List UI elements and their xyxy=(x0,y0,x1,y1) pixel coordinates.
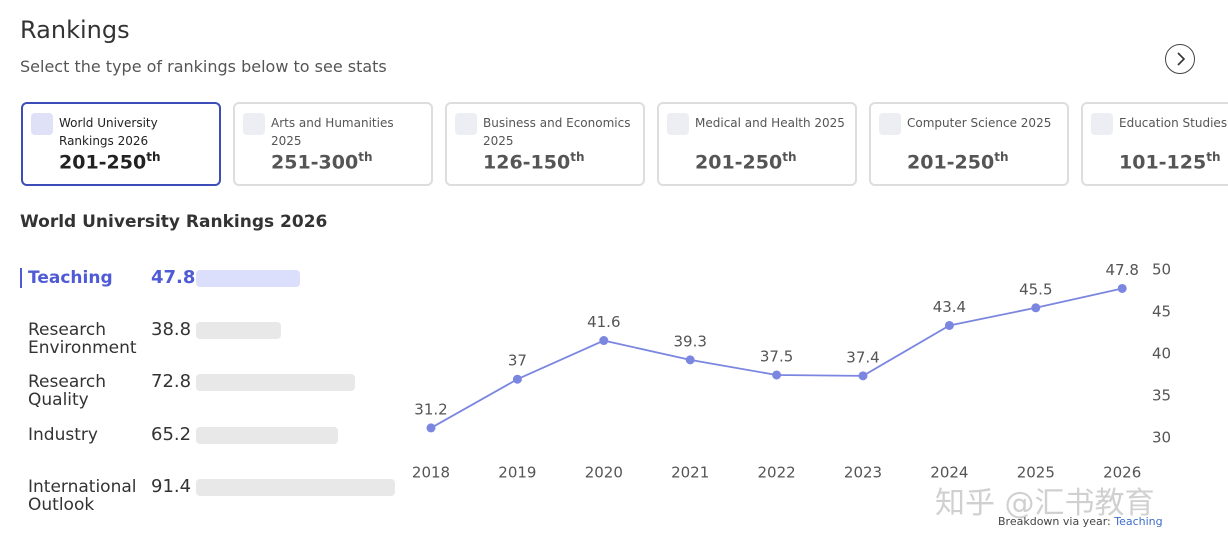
value-label: 31.2 xyxy=(414,400,447,418)
value-label: 41.6 xyxy=(587,313,620,331)
rank: 201-250 xyxy=(695,151,783,174)
card-icon xyxy=(1091,113,1113,135)
pillar-value: 38.8 xyxy=(151,319,192,340)
y-tick-label: 30 xyxy=(1152,429,1171,447)
card-icon xyxy=(667,113,689,135)
point xyxy=(512,374,522,384)
value-label: 43.4 xyxy=(933,298,966,316)
rank: 101-125 xyxy=(1119,151,1207,174)
y-tick-label: 35 xyxy=(1152,387,1171,405)
next-button[interactable] xyxy=(1165,44,1195,74)
pillar-name[interactable]: Research Quality xyxy=(28,372,106,410)
subtitle: Select the type of rankings below to see… xyxy=(20,57,387,76)
footer: Breakdown via year: Teaching xyxy=(998,515,1163,528)
card-rank: 201-250th xyxy=(59,150,161,173)
pillar-bar xyxy=(196,322,281,339)
x-tick-label: 2018 xyxy=(412,464,450,482)
value-label: 47.8 xyxy=(1105,261,1138,279)
pillar-value: 91.4 xyxy=(151,476,192,497)
card-rank: 201-250th xyxy=(907,150,1009,173)
rank: 201-250 xyxy=(59,151,147,174)
chevron xyxy=(1177,52,1186,66)
card-rank: 101-125th xyxy=(1119,150,1221,173)
rank-suffix: th xyxy=(1206,150,1221,164)
selected-indicator xyxy=(20,268,22,288)
card-label: Business and Economics 2025 xyxy=(483,116,631,148)
value-label: 37.4 xyxy=(846,348,879,366)
value-label: 37 xyxy=(508,352,527,370)
ranking-card[interactable]: Medical and Health 2025 201-250th xyxy=(657,102,857,186)
ranking-card[interactable]: World University Rankings 2026 201-250th xyxy=(21,102,221,186)
pillar-bar xyxy=(196,427,339,444)
pillar-name[interactable]: Research Environment xyxy=(28,320,137,358)
card-rank: 201-250th xyxy=(695,150,797,173)
rank-suffix: th xyxy=(994,150,1009,164)
section-title: World University Rankings 2026 xyxy=(20,212,328,232)
pillar-name[interactable]: International Outlook xyxy=(28,477,137,515)
x-tick-label: 2024 xyxy=(930,464,968,482)
rank-suffix: th xyxy=(570,150,585,164)
point xyxy=(772,370,782,380)
point xyxy=(1031,303,1041,313)
x-tick-label: 2020 xyxy=(585,464,623,482)
x-tick-label: 2021 xyxy=(671,464,709,482)
point xyxy=(944,320,954,330)
card-label: Education Studies 2025 xyxy=(1119,116,1228,130)
pillar-name[interactable]: Teaching xyxy=(28,268,113,288)
card-label: Arts and Humanities 2025 xyxy=(271,116,394,148)
point xyxy=(599,336,609,346)
card-icon xyxy=(31,113,53,135)
rank: 201-250 xyxy=(907,151,995,174)
card-icon xyxy=(243,113,265,135)
breakdown-link[interactable]: Teaching xyxy=(1114,515,1163,528)
rank: 251-300 xyxy=(271,151,359,174)
pillar-value: 72.8 xyxy=(151,371,192,392)
x-tick-label: 2023 xyxy=(844,464,882,482)
x-tick-label: 2022 xyxy=(758,464,796,482)
rank-suffix: th xyxy=(358,150,373,164)
title: Rankings xyxy=(20,16,130,44)
x-tick-label: 2025 xyxy=(1017,464,1055,482)
pillar-value: 65.2 xyxy=(151,424,192,445)
ranking-card[interactable]: Arts and Humanities 2025 251-300th xyxy=(233,102,433,186)
rank: 126-150 xyxy=(483,151,571,174)
point xyxy=(426,423,436,433)
y-tick-label: 45 xyxy=(1152,303,1171,321)
y-tick-label: 40 xyxy=(1152,345,1171,363)
pillar-bar xyxy=(196,479,396,496)
pillar-bar xyxy=(196,374,355,391)
footer-label: Breakdown via year: xyxy=(998,515,1111,528)
card-label: Medical and Health 2025 xyxy=(695,116,845,130)
point xyxy=(685,355,695,365)
value-label: 37.5 xyxy=(760,348,793,366)
y-tick-label: 50 xyxy=(1152,261,1171,279)
ranking-card[interactable]: Computer Science 2025 201-250th xyxy=(869,102,1069,186)
ranking-card[interactable]: Education Studies 2025 101-125th xyxy=(1081,102,1228,186)
pillar-value: 47.8 xyxy=(151,267,196,288)
card-icon xyxy=(879,113,901,135)
card-rank: 251-300th xyxy=(271,150,373,173)
ranking-card[interactable]: Business and Economics 2025 126-150th xyxy=(445,102,645,186)
watermark: 知乎 @汇书教育 xyxy=(935,486,1155,521)
card-label: World University Rankings 2026 xyxy=(59,116,158,148)
pillar-name[interactable]: Industry xyxy=(28,425,98,445)
card-icon xyxy=(455,113,477,135)
x-tick-label: 2026 xyxy=(1103,464,1141,482)
rank-suffix: th xyxy=(146,150,161,164)
point xyxy=(1117,283,1127,293)
rank-suffix: th xyxy=(782,150,797,164)
point xyxy=(858,371,868,381)
card-label: Computer Science 2025 xyxy=(907,116,1052,130)
pillar-bar xyxy=(196,270,301,287)
card-rank: 126-150th xyxy=(483,150,585,173)
value-label: 39.3 xyxy=(673,332,706,350)
x-tick-label: 2019 xyxy=(498,464,536,482)
value-label: 45.5 xyxy=(1019,280,1052,298)
